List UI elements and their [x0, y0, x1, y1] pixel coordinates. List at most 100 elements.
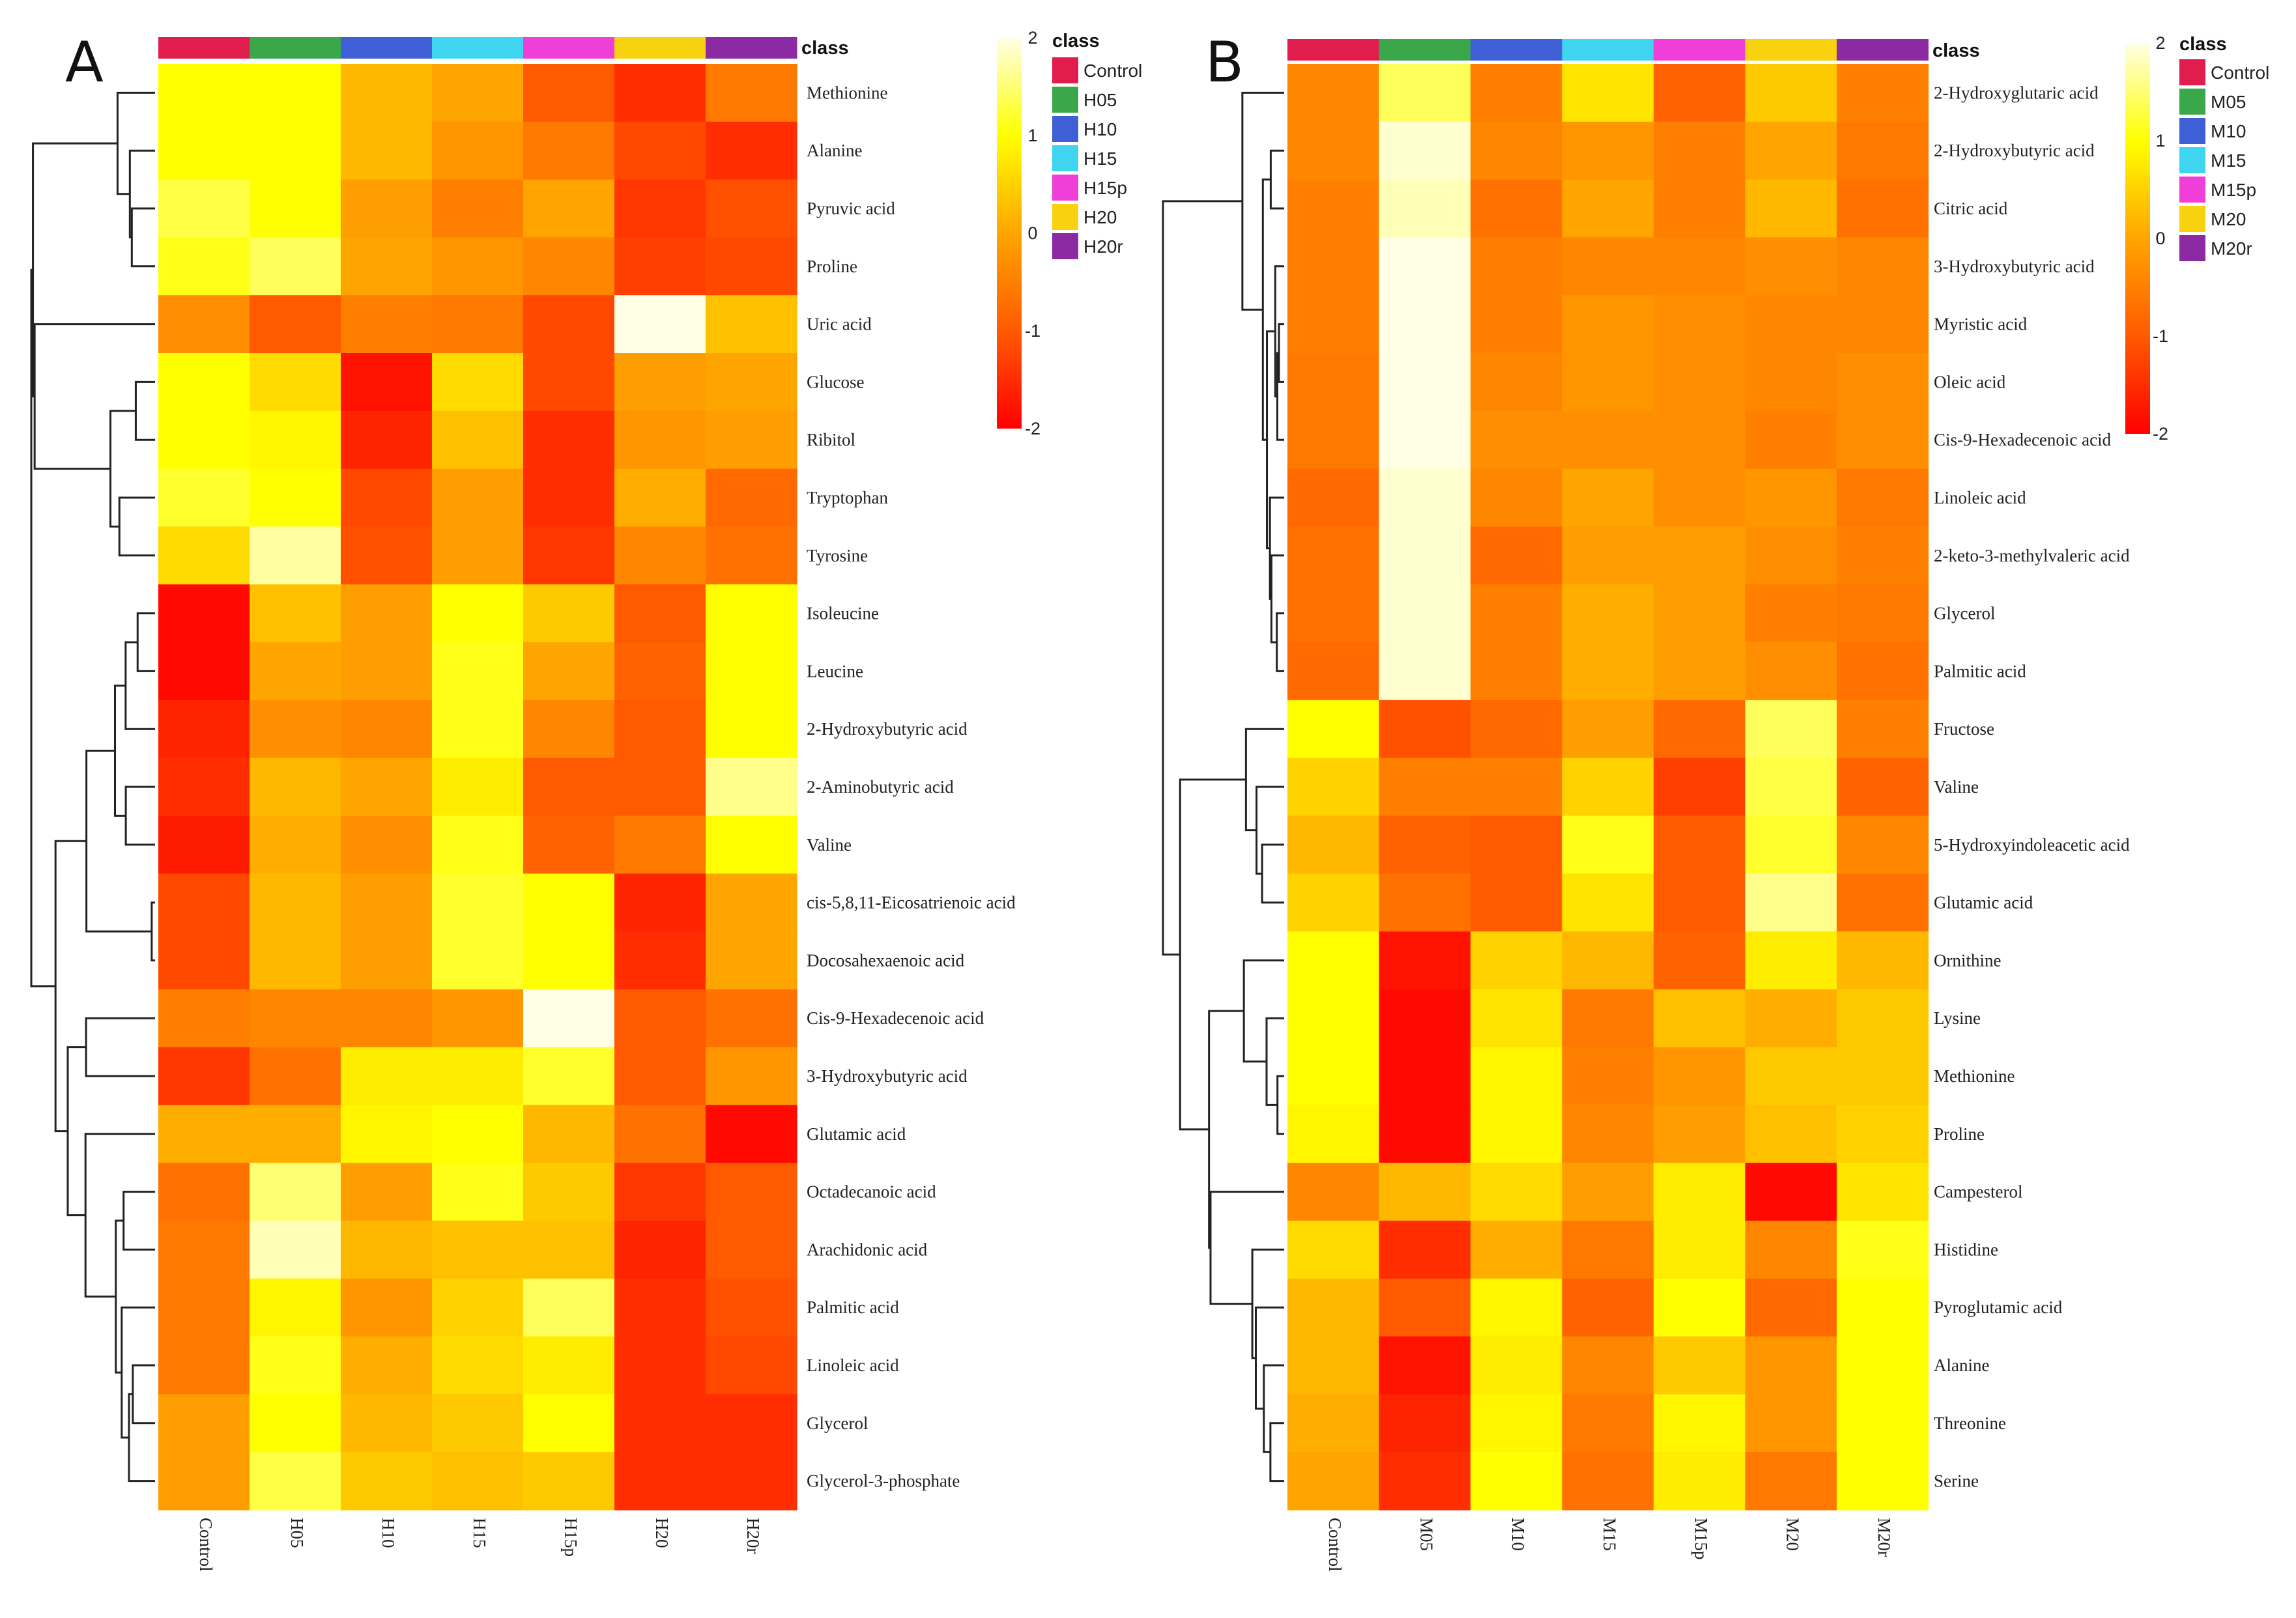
heatmap-cell	[1745, 700, 1837, 759]
dendrogram-branch	[121, 1306, 155, 1439]
heatmap-cell	[341, 121, 433, 180]
dendrogram-branch	[134, 380, 155, 441]
heatmap-cell	[250, 179, 341, 238]
heatmap-cell	[614, 1336, 706, 1395]
row-label: Valine	[807, 835, 852, 855]
heatmap-cell	[1654, 121, 1746, 180]
heatmap-cell	[1562, 700, 1654, 759]
row-label: Pyroglutamic acid	[1934, 1298, 2063, 1317]
heatmap-cell	[614, 1221, 706, 1279]
heatmap-cell	[158, 1278, 250, 1337]
heatmap-cell	[523, 1394, 615, 1453]
heatmap-cell	[614, 353, 706, 412]
row-label: Tyrosine	[807, 546, 868, 565]
heatmap-cell	[158, 1452, 250, 1511]
colorbar-tick-label: -2	[1025, 419, 1040, 438]
heatmap-cell	[1379, 758, 1471, 816]
class-bar-segment	[706, 37, 797, 59]
heatmap-cell	[523, 179, 615, 238]
heatmap-cell	[1745, 1105, 1837, 1163]
heatmap-cell	[523, 1221, 615, 1279]
heatmap-cell	[341, 642, 433, 701]
heatmap-cell	[341, 1221, 433, 1279]
heatmap-cell	[250, 758, 341, 816]
heatmap-cell	[1654, 816, 1746, 874]
heatmap-cell	[1745, 1047, 1837, 1105]
heatmap-cell	[614, 758, 706, 816]
row-label: Glycerol	[1934, 604, 1995, 623]
heatmap-cell	[158, 468, 250, 527]
heatmap-cell	[432, 642, 524, 701]
heatmap-cell	[1654, 295, 1746, 354]
heatmap-cell	[523, 64, 615, 122]
row-label: Pyruvic acid	[807, 199, 895, 218]
heatmap-cell	[523, 989, 615, 1048]
heatmap-cell	[614, 700, 706, 759]
heatmap-cell	[1745, 1452, 1837, 1511]
heatmap-cell	[1562, 1336, 1654, 1395]
heatmap-cell	[341, 989, 433, 1048]
heatmap-cell	[1654, 64, 1746, 122]
class-bar-segment	[1379, 39, 1471, 61]
heatmap-cell	[341, 758, 433, 816]
heatmap-cell	[706, 758, 797, 816]
heatmap-cell	[1471, 700, 1563, 759]
row-label: Octadecanoic acid	[807, 1182, 936, 1202]
heatmap-cell	[706, 468, 797, 527]
heatmap-cell	[158, 295, 250, 354]
heatmap-cell	[523, 237, 615, 296]
column-label: M15	[1600, 1518, 1620, 1551]
heatmap-cell	[250, 642, 341, 701]
heatmap-cell	[432, 989, 524, 1048]
heatmap-cell	[706, 1336, 797, 1395]
heatmap-cell	[1471, 642, 1563, 701]
heatmap-cell	[432, 64, 524, 122]
heatmap-cell	[523, 1105, 615, 1163]
heatmap-cell	[1562, 410, 1654, 470]
legend-title-b: class	[2179, 34, 2227, 55]
heatmap-cell	[1471, 468, 1563, 527]
heatmap-cell	[1471, 1278, 1563, 1337]
row-label: Glycerol	[807, 1413, 868, 1433]
heatmap-cell	[341, 1278, 433, 1337]
heatmap-cell	[1379, 121, 1471, 180]
heatmap-cell	[432, 468, 524, 527]
heatmap-cell	[1837, 873, 1929, 932]
heatmap-cell	[1471, 121, 1563, 180]
dendrogram-branch	[128, 1393, 155, 1483]
heatmap-cell	[1379, 353, 1471, 412]
dendrogram-branch	[151, 901, 155, 961]
dendrogram-branch	[116, 91, 155, 195]
heatmap-cell	[1471, 1394, 1563, 1453]
panel-label-a: A	[65, 30, 104, 95]
heatmap-cell	[614, 410, 706, 470]
heatmap-cell	[1654, 179, 1746, 238]
heatmap-cell	[341, 931, 433, 990]
heatmap-cell	[1287, 410, 1380, 470]
heatmap-cell	[1745, 1163, 1837, 1221]
heatmap-cell	[1379, 468, 1471, 527]
heatmap-cell	[1379, 64, 1471, 122]
legend-label: H05	[1083, 90, 1117, 110]
dendrogram-branch	[1208, 1010, 1244, 1249]
row-label: Arachidonic acid	[807, 1240, 928, 1259]
heatmap-cell	[1471, 873, 1563, 932]
heatmap-cell	[1654, 1394, 1746, 1453]
heatmap-cell	[341, 353, 433, 412]
legend-label: M05	[2211, 92, 2246, 112]
heatmap-cell	[1287, 931, 1380, 990]
row-dendrogram-a	[30, 91, 155, 1483]
row-label: Oleic acid	[1934, 372, 2006, 391]
dendrogram-branch	[1276, 612, 1284, 672]
class-legend-b: class Control M05 M10 M15 M15p M20 M20r	[2179, 34, 2269, 261]
class-bar-segment	[1745, 39, 1837, 61]
heatmap-cell	[1837, 1105, 1929, 1163]
heatmap-cell	[432, 1452, 524, 1511]
heatmap-cell	[1562, 816, 1654, 874]
heatmap-cell	[1471, 179, 1563, 238]
heatmap-cell	[706, 873, 797, 932]
heatmap-cell	[432, 758, 524, 816]
heatmap-cell	[1379, 1452, 1471, 1511]
dendrogram-branch	[1242, 959, 1284, 1063]
